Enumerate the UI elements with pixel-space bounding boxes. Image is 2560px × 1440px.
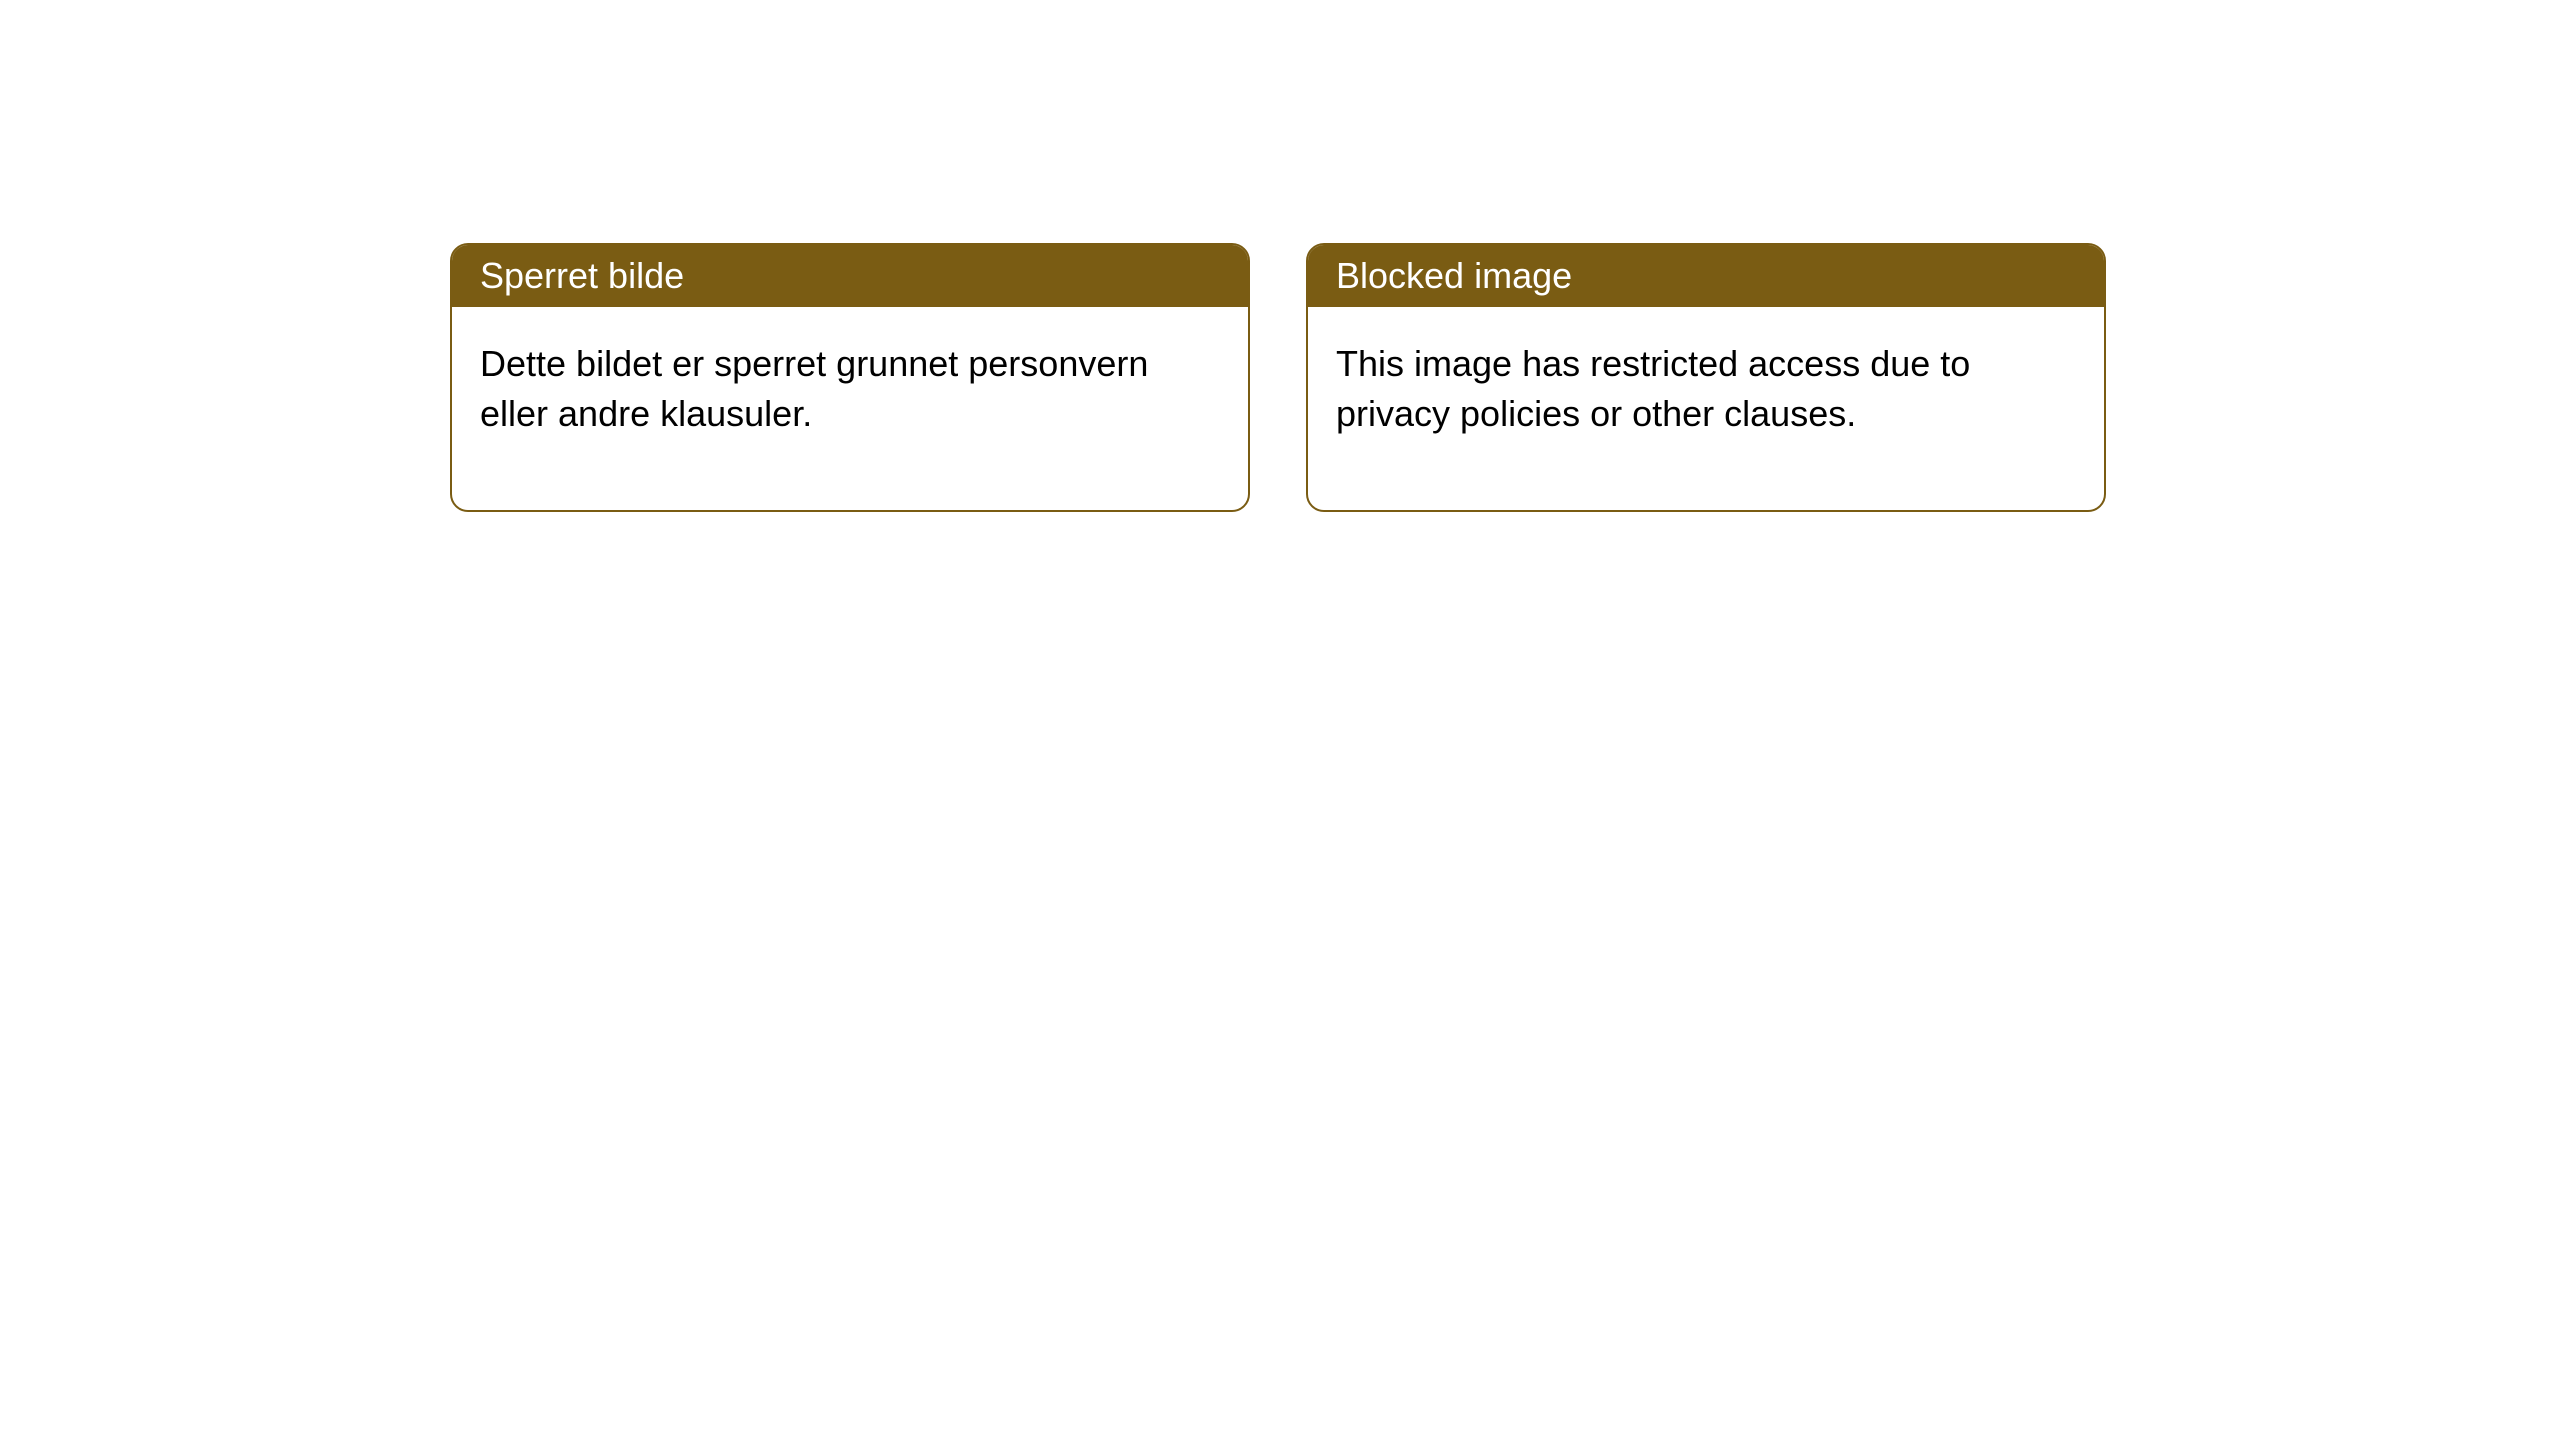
notice-card-norwegian: Sperret bilde Dette bildet er sperret gr… — [450, 243, 1250, 512]
notice-body-norwegian: Dette bildet er sperret grunnet personve… — [452, 307, 1248, 510]
notice-card-english: Blocked image This image has restricted … — [1306, 243, 2106, 512]
notice-title-english: Blocked image — [1308, 245, 2104, 307]
notice-container: Sperret bilde Dette bildet er sperret gr… — [450, 243, 2106, 512]
notice-body-english: This image has restricted access due to … — [1308, 307, 2104, 510]
notice-title-norwegian: Sperret bilde — [452, 245, 1248, 307]
